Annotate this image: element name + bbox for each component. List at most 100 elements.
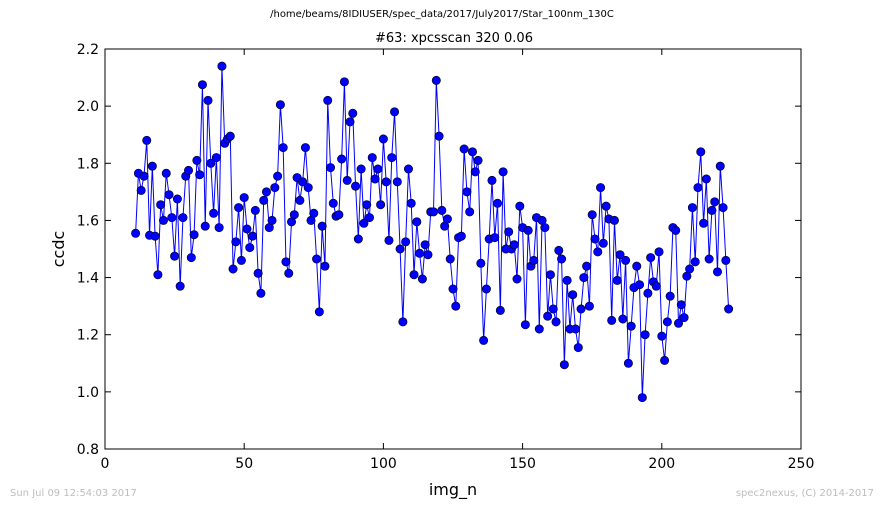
data-point — [420, 240, 430, 250]
x-tick-label: 150 — [509, 456, 536, 472]
data-point — [456, 231, 466, 241]
data-point — [704, 254, 714, 264]
data-point — [462, 187, 472, 197]
data-point — [295, 195, 305, 205]
data-point — [573, 343, 583, 353]
data-point — [303, 183, 313, 193]
data-point — [590, 234, 600, 244]
data-point — [465, 207, 475, 217]
y-tick-label: 2.2 — [77, 42, 99, 58]
data-point — [261, 187, 271, 197]
data-point — [523, 225, 533, 235]
data-point — [495, 305, 505, 315]
data-point — [618, 314, 628, 324]
data-point — [481, 284, 491, 294]
data-point — [334, 210, 344, 220]
data-point — [245, 243, 255, 253]
data-point — [142, 135, 152, 145]
data-point — [217, 61, 227, 71]
data-point — [387, 153, 397, 163]
data-point — [718, 203, 728, 213]
data-point — [203, 95, 213, 105]
data-point — [284, 268, 294, 278]
x-tick-label: 200 — [648, 456, 675, 472]
data-point — [309, 208, 319, 218]
x-tick-label: 250 — [788, 456, 815, 472]
data-point — [442, 214, 452, 224]
data-point — [699, 218, 709, 228]
data-point — [225, 131, 235, 141]
data-point — [164, 190, 174, 200]
data-point — [504, 227, 514, 237]
data-point — [172, 194, 182, 204]
data-point — [289, 210, 299, 220]
data-point — [576, 304, 586, 314]
data-point — [473, 155, 483, 165]
data-point — [671, 225, 681, 235]
data-point — [409, 270, 419, 280]
data-point — [582, 261, 592, 271]
data-point — [559, 360, 569, 370]
data-point — [515, 201, 525, 211]
data-point — [403, 164, 413, 174]
data-point — [325, 163, 335, 173]
data-point — [364, 213, 374, 223]
data-point — [378, 134, 388, 144]
data-point — [186, 253, 196, 263]
data-point — [298, 177, 308, 187]
data-point — [156, 200, 166, 210]
data-point — [626, 321, 636, 331]
data-point — [353, 234, 363, 244]
data-point — [275, 100, 285, 110]
data-point — [637, 393, 647, 403]
data-point — [493, 198, 503, 208]
data-point — [320, 261, 330, 271]
data-point — [490, 233, 500, 243]
data-point — [376, 200, 386, 210]
data-point — [398, 317, 408, 327]
data-point — [715, 161, 725, 171]
data-point — [429, 207, 439, 217]
data-point — [487, 175, 497, 185]
data-point — [147, 161, 157, 171]
data-point — [317, 221, 327, 231]
data-point — [359, 218, 369, 228]
data-point — [195, 170, 205, 180]
data-point — [654, 247, 664, 257]
data-point — [231, 237, 241, 247]
data-point — [131, 228, 141, 238]
y-tick-label: 0.8 — [77, 442, 99, 458]
data-point — [520, 320, 530, 330]
data-point — [534, 324, 544, 334]
data-point — [612, 275, 622, 285]
data-point — [551, 317, 561, 327]
data-point — [548, 304, 558, 314]
data-point — [623, 358, 633, 368]
data-point — [250, 205, 260, 215]
data-point — [601, 201, 611, 211]
data-point — [451, 301, 461, 311]
data-point — [259, 195, 269, 205]
data-point — [206, 158, 216, 168]
data-point — [696, 147, 706, 157]
data-point — [228, 264, 238, 274]
data-point — [607, 315, 617, 325]
data-point — [392, 177, 402, 187]
data-point — [448, 284, 458, 294]
y-tick-label: 1.0 — [77, 385, 99, 401]
data-point — [209, 208, 219, 218]
y-axis-label: ccdc — [49, 231, 68, 268]
data-point — [596, 183, 606, 193]
data-point — [545, 270, 555, 280]
data-point — [281, 257, 291, 267]
data-point — [570, 324, 580, 334]
data-point — [342, 175, 352, 185]
data-point — [189, 230, 199, 240]
data-point — [370, 174, 380, 184]
data-point — [417, 274, 427, 284]
data-point — [643, 288, 653, 298]
data-point — [236, 255, 246, 265]
data-point — [328, 198, 338, 208]
data-point — [267, 215, 277, 225]
data-point — [673, 318, 683, 328]
